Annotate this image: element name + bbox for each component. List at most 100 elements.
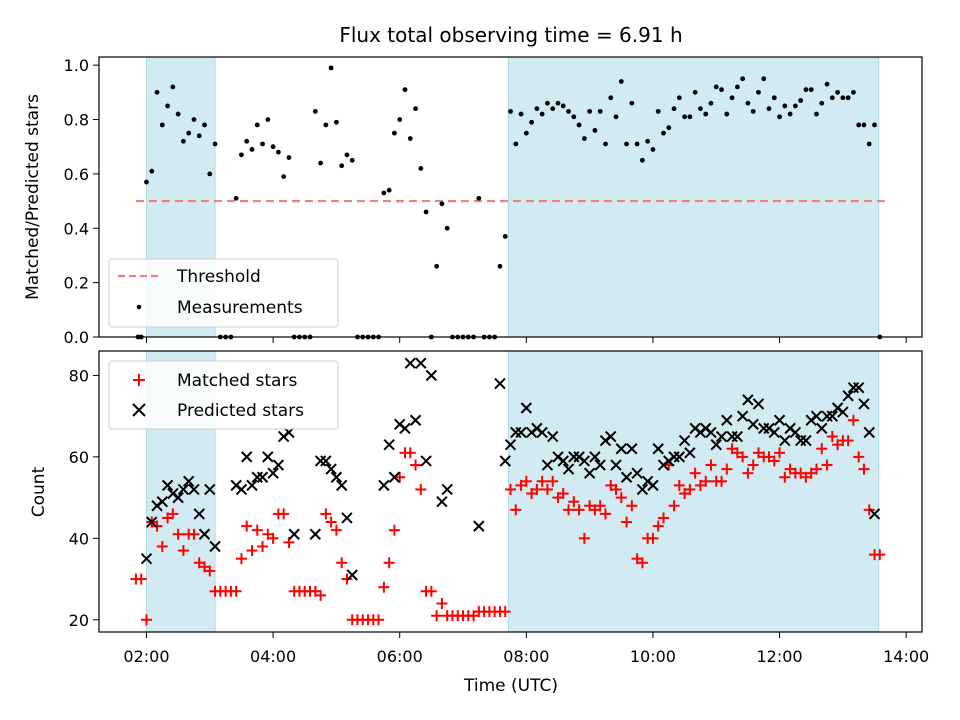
measurement-point: [856, 122, 862, 128]
predicted-point: [235, 483, 248, 496]
predicted-point: [272, 459, 285, 471]
predicted-point: [721, 414, 733, 426]
matched-point: [636, 557, 648, 569]
measurement-point: [233, 195, 239, 201]
predicted-point: [626, 443, 638, 455]
measurement-point: [639, 157, 645, 163]
matched-point: [568, 496, 580, 508]
predicted-point: [747, 418, 759, 431]
predicted-point: [441, 483, 453, 496]
predicted-point: [473, 520, 485, 532]
measurement-point: [497, 263, 503, 269]
measurement-point: [513, 141, 519, 147]
matched-point: [536, 475, 548, 487]
predicted-point: [842, 390, 854, 402]
matched-point: [647, 532, 659, 544]
matched-point: [505, 483, 516, 495]
measurement-point: [476, 195, 482, 201]
measurement-point: [571, 114, 577, 120]
top-axes-frame: [98, 56, 923, 338]
measurement-point: [861, 122, 867, 128]
predicted-point: [399, 422, 411, 435]
measurement-point: [576, 122, 582, 128]
predicted-point: [341, 512, 353, 524]
measurement-point: [808, 87, 814, 93]
matched-point: [779, 471, 791, 483]
measurement-point: [581, 136, 587, 141]
measurement-point: [249, 147, 255, 152]
matched-point: [267, 532, 279, 544]
measurement-point: [661, 130, 666, 136]
matched-point: [135, 573, 147, 585]
matched-point: [315, 589, 327, 601]
measurement-point: [381, 190, 387, 196]
measurement-point: [676, 95, 682, 101]
measurement-point: [671, 106, 677, 112]
predicted-point: [256, 471, 269, 483]
predicted-point: [684, 447, 696, 459]
measurement-point: [402, 87, 408, 93]
top-shaded-intervals: [145, 56, 880, 338]
predicted-point: [409, 414, 422, 426]
x-tick-label: 08:00: [503, 647, 549, 666]
measurement-point: [734, 84, 740, 90]
predicted-point: [736, 410, 749, 422]
matched-point: [721, 463, 733, 475]
predicted-point: [710, 438, 722, 451]
predicted-point: [177, 483, 190, 496]
matched-point: [425, 585, 437, 597]
matched-point: [573, 504, 585, 516]
measurement-point: [824, 81, 830, 87]
measurement-point: [191, 117, 197, 122]
x-tick-label: 14:00: [883, 647, 929, 666]
measurement-point: [713, 84, 719, 90]
measurement-point: [265, 117, 271, 122]
predicted-point: [673, 451, 686, 463]
bottom-y-axis-label: Count: [29, 466, 49, 517]
matched-point: [378, 581, 390, 593]
predicted-point: [536, 426, 548, 439]
top-y-axis-label: Matched/Predicted stars: [23, 94, 43, 300]
measurement-point: [281, 174, 287, 180]
legend-measurements-swatch: [136, 304, 142, 310]
matched-point: [858, 463, 870, 475]
measurement-point: [782, 103, 788, 109]
predicted-point: [494, 377, 506, 390]
matched-point: [652, 520, 664, 532]
matched-point: [520, 475, 532, 487]
measurement-point: [719, 87, 724, 93]
matched-point: [673, 479, 685, 491]
measurement-point: [159, 122, 165, 128]
measurement-point: [814, 111, 819, 117]
measurement-point: [835, 89, 840, 95]
matched-point: [547, 475, 559, 487]
predicted-stars-points: [140, 357, 881, 581]
matched-point: [383, 557, 395, 569]
legend-predicted-swatch: [132, 403, 146, 417]
matched-point: [563, 504, 575, 516]
predicted-point: [583, 467, 596, 479]
predicted-point: [546, 430, 559, 443]
x-tick-label: 06:00: [377, 647, 423, 666]
y-tick-label: 60: [69, 448, 89, 467]
predicted-point: [652, 443, 664, 455]
predicted-point: [858, 398, 870, 410]
matched-point: [700, 475, 712, 487]
matched-point: [410, 459, 422, 471]
matched-point: [541, 483, 553, 495]
predicted-point: [172, 491, 184, 504]
top-legend: Threshold Measurements: [108, 258, 339, 328]
predicted-point: [852, 381, 865, 394]
measurement-point: [724, 111, 730, 117]
matched-point: [810, 463, 822, 475]
predicted-point: [383, 438, 395, 451]
matched-point: [657, 512, 669, 524]
measurement-point: [624, 141, 629, 147]
measurement-point: [650, 147, 656, 152]
chart-title: Flux total observing time = 6.91 h: [339, 23, 682, 47]
matched-point: [774, 447, 786, 459]
measurement-point: [687, 114, 693, 120]
measurement-point: [740, 76, 746, 82]
predicted-point: [631, 467, 643, 479]
predicted-point: [868, 508, 881, 520]
